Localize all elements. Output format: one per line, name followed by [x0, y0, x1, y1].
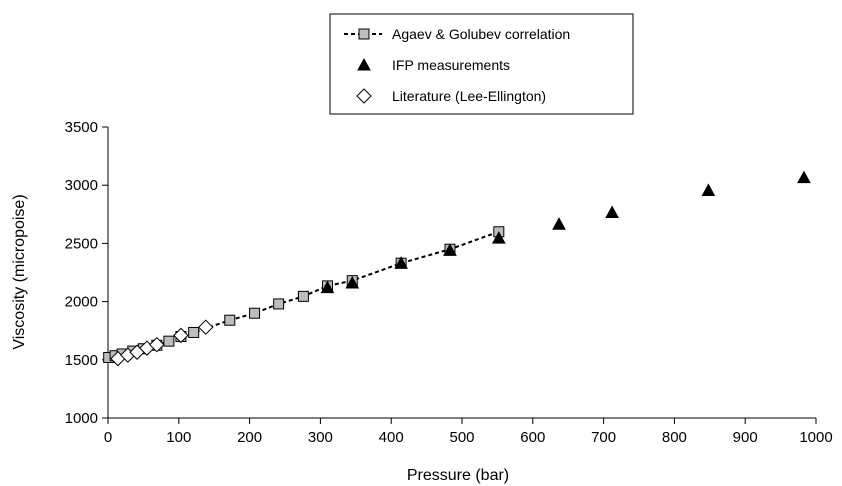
point-triangle-7	[701, 183, 716, 196]
point-triangle-0	[320, 280, 335, 294]
y-tick-label-2000: 2000	[65, 294, 98, 311]
y-tick-label-1000: 1000	[65, 410, 98, 427]
series-square	[103, 226, 505, 363]
point-square-12	[297, 290, 309, 302]
series-layer	[103, 170, 811, 367]
x-tick-label-0: 0	[104, 429, 112, 446]
legend-marker-diamond	[356, 88, 372, 104]
legend-marker-triangle	[357, 57, 371, 71]
legend: Agaev & Golubev correlation IFP measureme…	[329, 13, 634, 115]
point-triangle-1	[345, 275, 360, 289]
legend-label-diamond: Literature (Lee-Ellington)	[392, 88, 546, 104]
x-axis-title: Pressure (bar)	[407, 467, 509, 484]
axes: 1000 1500 2000 2500 3000 3500 0 100 200 300 400 500…	[65, 119, 833, 446]
legend-box	[329, 13, 634, 115]
point-triangle-8	[797, 170, 811, 184]
x-tick-label-700: 700	[591, 429, 616, 446]
x-tick-label-300: 300	[308, 429, 333, 446]
x-tick-label-200: 200	[237, 429, 262, 446]
point-triangle-5	[552, 217, 566, 230]
point-square-8	[188, 326, 200, 338]
point-triangle-2	[394, 256, 408, 269]
x-tick-label-600: 600	[520, 429, 545, 446]
y-tick-label-1500: 1500	[65, 352, 98, 369]
series-diamond	[110, 319, 214, 367]
point-triangle-3	[443, 243, 457, 256]
x-tick-label-100: 100	[166, 429, 191, 446]
y-tick-label-2500: 2500	[65, 235, 98, 252]
point-square-11	[273, 298, 285, 310]
x-tick-label-800: 800	[662, 429, 687, 446]
y-tick-label-3000: 3000	[65, 177, 98, 194]
point-triangle-4	[491, 231, 506, 244]
legend-marker-square	[358, 28, 370, 40]
y-axis-title: Viscosity (micropoise)	[11, 194, 28, 349]
x-tick-label-900: 900	[733, 429, 758, 446]
legend-label-triangle: IFP measurements	[392, 57, 510, 73]
x-tick-label-500: 500	[449, 429, 474, 446]
point-square-6	[163, 335, 175, 347]
series-triangle	[320, 170, 811, 294]
point-square-9	[224, 314, 236, 326]
y-tick-label-3500: 3500	[65, 119, 98, 136]
x-tick-label-1000: 1000	[799, 429, 832, 446]
x-tick-label-400: 400	[379, 429, 404, 446]
point-diamond-4	[149, 336, 165, 353]
point-diamond-6	[197, 319, 214, 335]
point-square-10	[249, 307, 261, 319]
legend-label-square: Agaev & Golubev correlation	[392, 26, 570, 42]
point-diamond-5	[173, 327, 189, 344]
point-triangle-6	[605, 205, 619, 219]
